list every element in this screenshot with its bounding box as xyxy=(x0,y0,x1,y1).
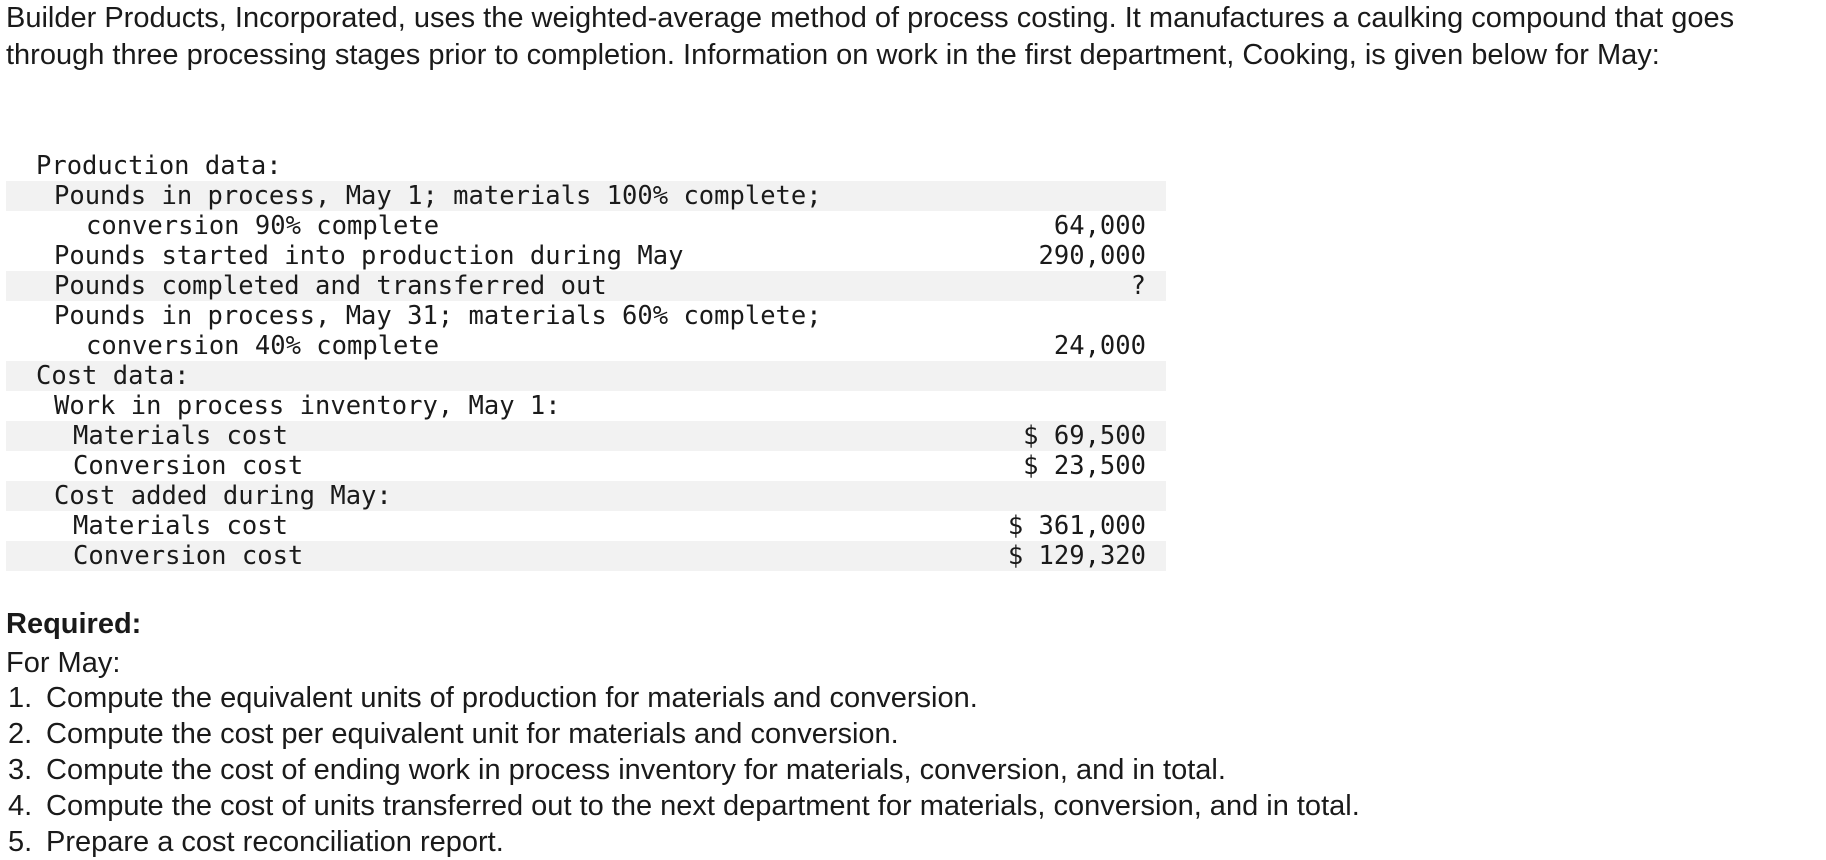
item-number: 3. xyxy=(8,754,33,786)
row-value: 290,000 xyxy=(1038,241,1146,271)
row-label: Pounds completed and transferred out xyxy=(54,271,607,301)
data-row: Materials cost $ 361,000 xyxy=(6,511,1166,541)
row-value: $ 129,320 xyxy=(1007,541,1146,571)
item-text: Prepare a cost reconciliation report. xyxy=(46,826,504,858)
row-value: $ 69,500 xyxy=(1023,421,1146,451)
required-subheading: For May: xyxy=(6,647,121,679)
row-label: Conversion cost xyxy=(73,541,304,571)
list-item: 3. Compute the cost of ending work in pro… xyxy=(6,752,1360,788)
row-value: $ 23,500 xyxy=(1023,451,1146,481)
item-text: Compute the equivalent units of producti… xyxy=(46,682,978,714)
item-text: Compute the cost of units transferred ou… xyxy=(46,790,1360,822)
row-label: Pounds in process, May 31; materials 60%… xyxy=(54,301,822,331)
item-number: 1. xyxy=(8,682,33,714)
row-value: ? xyxy=(1130,271,1146,301)
requirements-list: 1. Compute the equivalent units of produc… xyxy=(6,680,1360,860)
required-heading: Required: xyxy=(6,608,142,640)
data-row: Pounds in process, May 31; materials 60%… xyxy=(6,301,1166,331)
row-value: 24,000 xyxy=(1053,331,1146,361)
data-row: conversion 90% complete 64,000 xyxy=(6,211,1166,241)
row-label: Pounds started into production during Ma… xyxy=(54,241,684,271)
row-value: $ 361,000 xyxy=(1007,511,1146,541)
row-label: Pounds in process, May 1; materials 100%… xyxy=(54,181,822,211)
data-row: Production data: xyxy=(6,151,1166,181)
data-row: Work in process inventory, May 1: xyxy=(6,391,1166,421)
row-label: conversion 40% complete xyxy=(86,331,440,361)
data-row: Materials cost $ 69,500 xyxy=(6,421,1166,451)
row-label: Cost added during May: xyxy=(54,481,392,511)
data-row: Pounds completed and transferred out? xyxy=(6,271,1166,301)
list-item: 5. Prepare a cost reconciliation report. xyxy=(6,824,1360,860)
row-label: conversion 90% complete xyxy=(86,211,440,241)
item-number: 5. xyxy=(8,826,33,858)
data-row: Pounds started into production during Ma… xyxy=(6,241,1166,271)
data-row: Cost added during May: xyxy=(6,481,1166,511)
item-number: 2. xyxy=(8,718,33,750)
data-row: Pounds in process, May 1; materials 100%… xyxy=(6,181,1166,211)
data-row: conversion 40% complete 24,000 xyxy=(6,331,1166,361)
data-row: Conversion cost $ 129,320 xyxy=(6,541,1166,571)
row-label: Materials cost xyxy=(73,511,288,541)
data-row: Conversion cost $ 23,500 xyxy=(6,451,1166,481)
row-label: Materials cost xyxy=(73,421,288,451)
data-row: Cost data: xyxy=(6,361,1166,391)
list-item: 2. Compute the cost per equivalent unit f… xyxy=(6,716,1360,752)
row-label: Cost data: xyxy=(36,361,190,391)
problem-intro: Builder Products, Incorporated, uses the… xyxy=(6,2,1735,71)
row-label: Production data: xyxy=(36,151,282,181)
item-text: Compute the cost per equivalent unit for… xyxy=(46,718,899,750)
item-number: 4. xyxy=(8,790,33,822)
list-item: 1. Compute the equivalent units of produc… xyxy=(6,680,1360,716)
list-item: 4. Compute the cost of units transferred … xyxy=(6,788,1360,824)
row-label: Conversion cost xyxy=(73,451,304,481)
item-text: Compute the cost of ending work in proce… xyxy=(46,754,1226,786)
production-cost-data-table: Production data: Pounds in process, May … xyxy=(6,151,1166,571)
row-value: 64,000 xyxy=(1053,211,1146,241)
row-label: Work in process inventory, May 1: xyxy=(54,391,561,421)
